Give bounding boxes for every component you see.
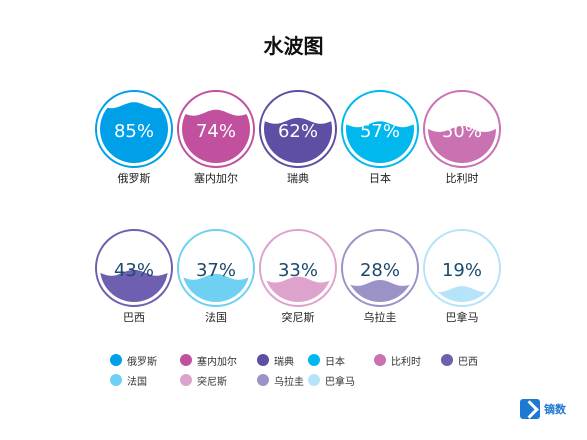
- legend-item[interactable]: 巴西: [441, 353, 478, 368]
- gauge-value-label: 57%: [360, 121, 400, 142]
- legend-swatch: [180, 354, 192, 366]
- gauge-liquid: [182, 273, 250, 302]
- gauge-value-label: 85%: [114, 121, 154, 142]
- gauge-category-label: 乌拉圭: [364, 310, 397, 324]
- brand-logo-icon: [520, 399, 540, 419]
- gauge-value-label: 37%: [196, 260, 236, 281]
- gauge-liquid: [428, 126, 496, 163]
- legend-swatch: [180, 374, 192, 386]
- gauge-ring: [95, 229, 173, 307]
- gauge-ring: [423, 229, 501, 307]
- gauge-ring: [341, 229, 419, 307]
- brand-logo: 镝数: [520, 395, 580, 423]
- gauge-value-label: 28%: [360, 260, 400, 281]
- legend-item[interactable]: 塞内加尔: [180, 353, 237, 368]
- gauge-liquid: [264, 276, 332, 302]
- gauge-4: 50% 比利时: [423, 90, 501, 185]
- gauge-8: 28% 乌拉圭: [341, 229, 419, 324]
- gauge-ring: [177, 90, 255, 168]
- gauge-5: 43% 巴西: [95, 229, 173, 324]
- gauge-category-label: 俄罗斯: [118, 172, 151, 185]
- gauge-liquid: [428, 286, 496, 302]
- legend-swatch: [308, 354, 320, 366]
- legend-label: 瑞典: [274, 356, 294, 368]
- legend-label: 乌拉圭: [274, 376, 304, 388]
- gauge-ring: [95, 90, 173, 168]
- gauge-7: 33% 突尼斯: [259, 229, 337, 324]
- brand-logo-text: 镝数: [544, 403, 566, 416]
- gauge-3: 57% 日本: [341, 90, 419, 185]
- chart-title: 水波图: [263, 34, 324, 58]
- gauge-9: 19% 巴拿马: [423, 229, 501, 324]
- legend-item[interactable]: 俄罗斯: [110, 353, 157, 368]
- gauge-liquid: [346, 280, 414, 302]
- legend-label: 日本: [325, 356, 345, 368]
- gauge-liquid: [346, 121, 414, 163]
- legend-item[interactable]: 日本: [308, 353, 345, 368]
- legend-item[interactable]: 比利时: [374, 353, 421, 368]
- gauge-category-label: 瑞典: [287, 171, 309, 185]
- legend-item[interactable]: 瑞典: [257, 353, 294, 368]
- gauge-1: 74% 塞内加尔: [177, 90, 255, 185]
- gauge-ring: [341, 90, 419, 168]
- gauge-category-label: 比利时: [446, 172, 479, 185]
- gauge-category-label: 塞内加尔: [194, 171, 238, 185]
- gauge-category-label: 法国: [205, 310, 227, 324]
- legend-label: 巴西: [458, 356, 478, 368]
- gauge-liquid: [100, 102, 168, 163]
- legend-swatch: [374, 354, 386, 366]
- legend-swatch: [308, 374, 320, 386]
- legend-swatch: [257, 354, 269, 366]
- gauge-6: 37% 法国: [177, 229, 255, 324]
- gauge-category-label: 突尼斯: [282, 310, 315, 324]
- gauge-value-label: 33%: [278, 260, 318, 281]
- gauge-liquid: [182, 109, 250, 163]
- legend-swatch: [110, 354, 122, 366]
- gauge-value-label: 50%: [442, 121, 482, 142]
- legend-label: 俄罗斯: [127, 356, 157, 368]
- legend-label: 法国: [127, 376, 147, 388]
- gauge-value-label: 74%: [196, 121, 236, 142]
- gauge-liquid: [264, 117, 332, 163]
- legend-item[interactable]: 巴拿马: [308, 373, 355, 388]
- legend-swatch: [441, 354, 453, 366]
- gauge-category-label: 巴拿马: [446, 310, 479, 324]
- gauge-2: 62% 瑞典: [259, 90, 337, 185]
- legend-swatch: [257, 374, 269, 386]
- gauge-0: 85% 俄罗斯: [95, 90, 173, 185]
- legend-label: 巴拿马: [325, 376, 355, 388]
- legend-label: 比利时: [391, 356, 421, 368]
- legend-item[interactable]: 法国: [110, 373, 147, 388]
- gauge-value-label: 19%: [442, 260, 482, 281]
- gauge-category-label: 日本: [369, 171, 391, 185]
- gauge-value-label: 62%: [278, 121, 318, 142]
- legend-label: 塞内加尔: [197, 356, 237, 368]
- gauge-category-label: 巴西: [123, 311, 145, 324]
- gauge-ring: [259, 90, 337, 168]
- gauge-ring: [423, 90, 501, 168]
- gauge-ring: [177, 229, 255, 307]
- legend-item[interactable]: 乌拉圭: [257, 373, 304, 388]
- legend-swatch: [110, 374, 122, 386]
- gauge-value-label: 43%: [114, 260, 154, 281]
- gauge-liquid: [100, 269, 168, 302]
- gauge-ring: [259, 229, 337, 307]
- legend-label: 突尼斯: [197, 376, 227, 388]
- legend-item[interactable]: 突尼斯: [180, 373, 227, 388]
